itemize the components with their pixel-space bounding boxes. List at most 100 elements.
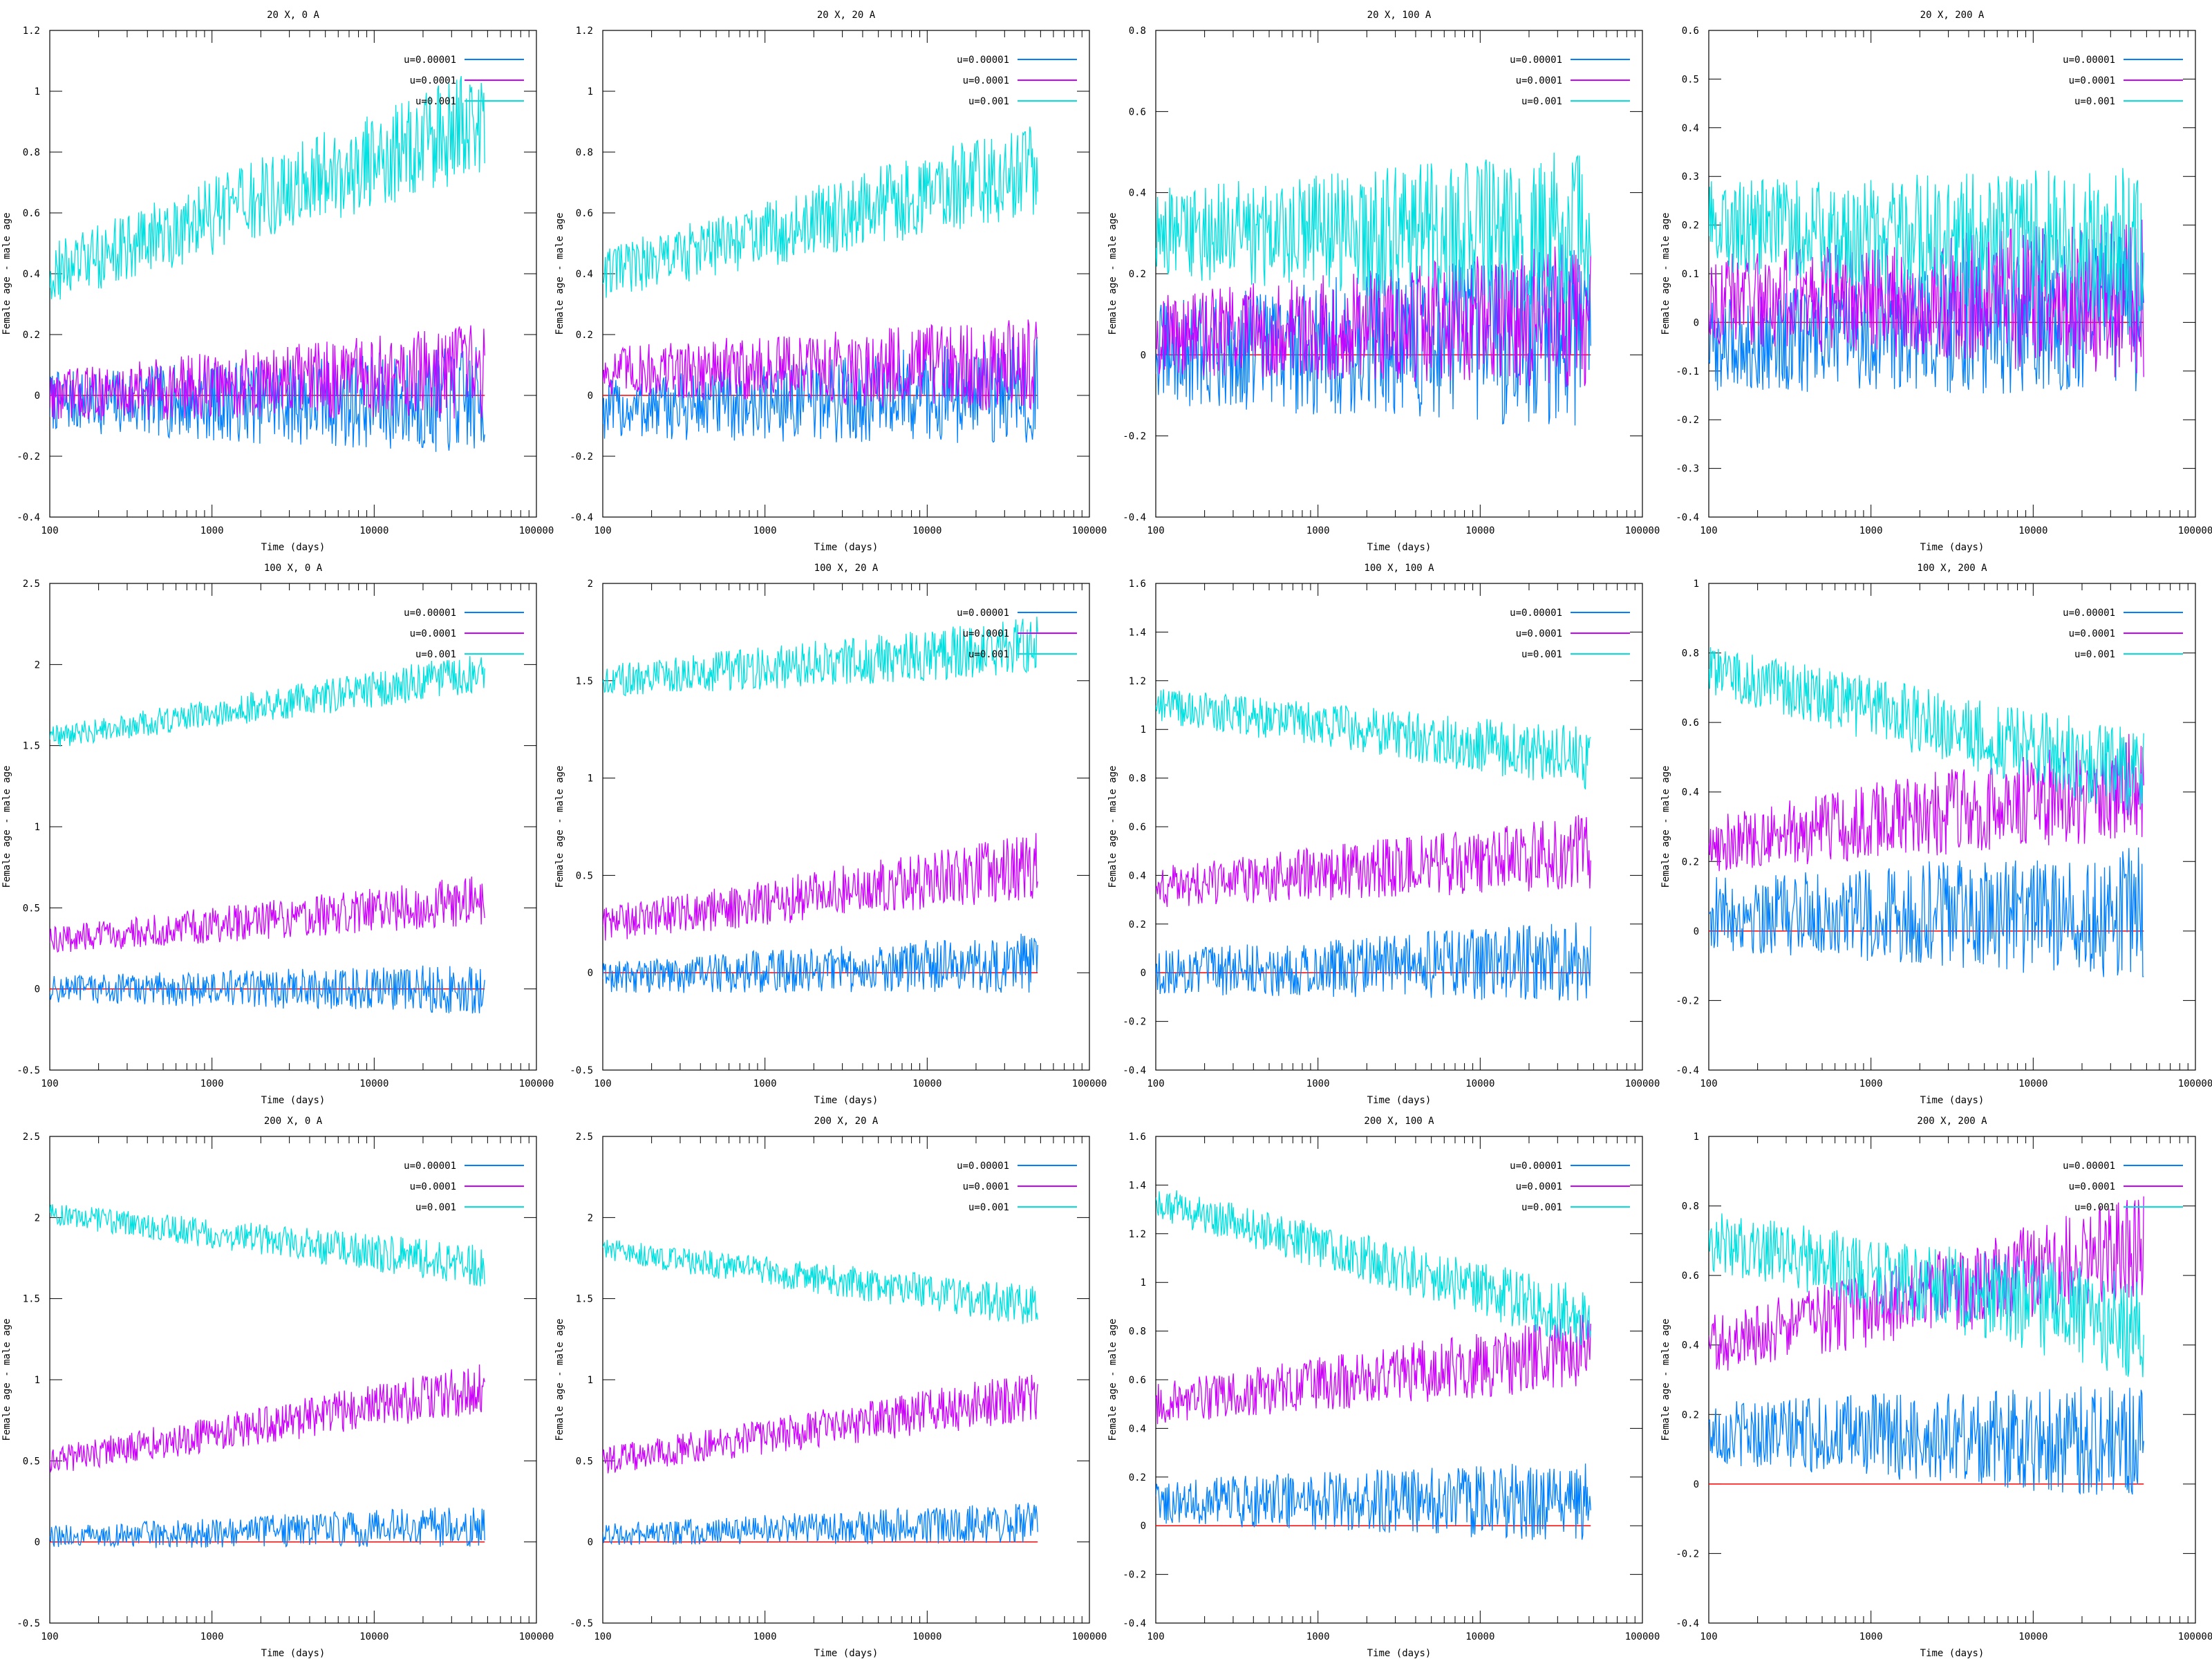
y-tick-label: 0.8 [23, 147, 40, 158]
series-line-2 [1156, 815, 1591, 908]
y-tick-label: -0.4 [1676, 1065, 1699, 1076]
y-axis-label: Female age - male age [1107, 1318, 1118, 1441]
plot-frame [1155, 583, 1643, 1071]
y-tick-label: 1 [588, 1375, 593, 1386]
y-tick-label: 0 [588, 391, 593, 402]
series-line-3 [50, 1204, 485, 1286]
y-tick-label: 0.4 [1682, 787, 1699, 798]
x-tick-label: 1000 [1859, 525, 1883, 536]
y-tick-label: 1.4 [1129, 1180, 1146, 1191]
x-tick-label: 100 [41, 1631, 58, 1642]
legend-label: u=0.00001 [1510, 608, 1562, 619]
y-tick-label: -0.2 [570, 451, 593, 462]
legend-label: u=0.001 [968, 96, 1009, 107]
y-tick-label: 0.8 [1129, 1327, 1146, 1338]
x-axis-label: Time (days) [814, 1095, 879, 1106]
x-tick-label: 100000 [2178, 525, 2212, 536]
series-line-3 [50, 75, 485, 300]
y-tick-label: 1.5 [576, 1294, 593, 1305]
plot-area [1709, 168, 2144, 394]
series-line-3 [1156, 1190, 1591, 1345]
legend-label: u=0.001 [2074, 649, 2115, 660]
y-tick-label: 0 [1694, 926, 1699, 937]
x-tick-label: 1000 [1306, 525, 1330, 536]
chart-title: 20 X, 100 A [1367, 10, 1432, 21]
y-tick-label: -0.4 [1123, 512, 1146, 523]
y-tick-label: 0.8 [576, 147, 593, 158]
y-tick-label: 1.4 [1129, 627, 1146, 638]
x-tick-label: 1000 [753, 525, 777, 536]
y-tick-label: 2 [588, 579, 593, 590]
y-axis-label: Female age - male age [554, 765, 565, 888]
series-line-1 [603, 1502, 1038, 1546]
legend-label: u=0.0001 [2069, 1181, 2115, 1192]
x-tick-label: 100000 [1072, 525, 1107, 536]
y-tick-label: -0.4 [1123, 1065, 1146, 1076]
y-tick-label: 0.4 [1682, 1340, 1699, 1351]
chart-title: 100 X, 100 A [1364, 563, 1434, 574]
chart-title: 20 X, 200 A [1920, 10, 1985, 21]
chart-panel-1: 20 X, 0 A -0.4 -0.2 0 0.2 0.4 0.6 0.8 1 1.2 100 100… [1, 10, 554, 553]
y-tick-label: 0.2 [1129, 1472, 1146, 1483]
legend-label: u=0.0001 [963, 1181, 1009, 1192]
y-tick-label: -0.5 [17, 1618, 40, 1629]
chart-panel-6: 100 X, 20 A -0.5 0 0.5 1 1.5 2 100 1000 10000 1000… [554, 563, 1107, 1106]
y-tick-label: -0.2 [17, 451, 40, 462]
plot-area [1709, 1196, 2144, 1495]
x-tick-label: 100000 [519, 1078, 554, 1089]
x-tick-label: 10000 [359, 1078, 388, 1089]
y-tick-label: 1.5 [23, 741, 40, 752]
series-line-2 [50, 325, 485, 421]
plot-area [1156, 152, 1591, 426]
y-tick-label: 2 [588, 1212, 593, 1224]
y-tick-label: -0.2 [1123, 1017, 1146, 1028]
legend-label: u=0.0001 [1516, 628, 1562, 639]
y-tick-label: 0.4 [1129, 870, 1146, 881]
y-tick-label: 0.2 [1682, 1409, 1699, 1421]
y-tick-label: 1 [1141, 1277, 1146, 1288]
y-tick-label: 1 [35, 822, 40, 833]
legend-label: u=0.001 [968, 1202, 1009, 1213]
series-line-3 [1709, 168, 2144, 328]
y-tick-label: 0.6 [1682, 718, 1699, 729]
legend-label: u=0.00001 [404, 55, 456, 66]
y-tick-label: 2.5 [23, 579, 40, 590]
y-tick-label: 0.8 [1129, 774, 1146, 785]
y-tick-label: 0 [1694, 317, 1699, 328]
chart-title: 200 X, 100 A [1364, 1116, 1434, 1127]
y-axis-label: Female age - male age [1107, 212, 1118, 335]
series-line-3 [1709, 647, 2144, 816]
legend-label: u=0.0001 [410, 1181, 456, 1192]
x-tick-label: 100000 [2178, 1078, 2212, 1089]
x-tick-label: 100 [594, 525, 611, 536]
x-tick-label: 100000 [1072, 1631, 1107, 1642]
legend-label: u=0.001 [968, 649, 1009, 660]
chart-panel-2: 20 X, 20 A -0.4 -0.2 0 0.2 0.4 0.6 0.8 1 1.2 100 10… [554, 10, 1107, 553]
y-tick-label: 0.8 [1129, 26, 1146, 37]
x-tick-label: 10000 [2018, 1078, 2047, 1089]
legend-label: u=0.0001 [410, 75, 456, 86]
y-tick-label: 0.8 [1682, 648, 1699, 659]
y-tick-label: 1 [588, 86, 593, 97]
y-tick-label: -0.4 [1676, 1618, 1699, 1629]
x-tick-label: 100 [1147, 1631, 1164, 1642]
y-axis-label: Female age - male age [1660, 1318, 1671, 1441]
y-tick-label: 0.5 [576, 1456, 593, 1467]
legend-label: u=0.001 [1521, 649, 1562, 660]
y-tick-label: 0.5 [576, 870, 593, 881]
chart-title: 20 X, 20 A [817, 10, 876, 21]
x-tick-label: 10000 [1465, 1078, 1494, 1089]
y-tick-label: 0.5 [23, 1456, 40, 1467]
series-line-2 [603, 319, 1038, 411]
series-line-1 [1156, 922, 1591, 1001]
x-tick-label: 100 [41, 525, 58, 536]
legend-label: u=0.00001 [2063, 55, 2115, 66]
y-axis-label: Female age - male age [1660, 765, 1671, 888]
x-tick-label: 100000 [519, 1631, 554, 1642]
legend-label: u=0.00001 [2063, 1161, 2115, 1172]
y-tick-label: 0 [1141, 1521, 1146, 1532]
y-tick-label: -0.2 [1676, 995, 1699, 1006]
plot-area [1156, 689, 1591, 1001]
x-tick-label: 10000 [912, 525, 941, 536]
y-tick-label: 0.6 [1129, 822, 1146, 833]
